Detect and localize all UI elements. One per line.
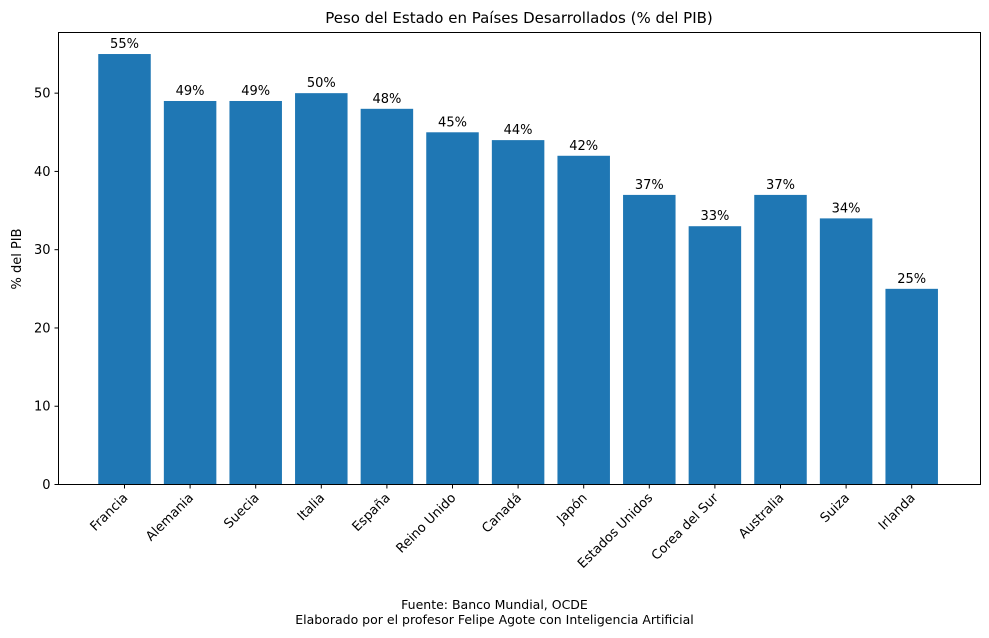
x-tick-label: Italia (295, 491, 328, 524)
x-tick-label: Canadá (479, 491, 525, 537)
y-axis-label: % del PIB (10, 228, 25, 289)
plot-frame (58, 32, 981, 485)
y-tick-label: 10 (34, 400, 51, 415)
x-tick-label: Reino Unido (394, 491, 460, 557)
data-label: 42% (569, 139, 598, 154)
footer: Fuente: Banco Mundial, OCDE Elaborado po… (0, 597, 989, 627)
y-tick-label: 40 (34, 165, 51, 180)
x-tick-label: España (350, 491, 394, 535)
data-label: 48% (372, 92, 401, 107)
plot-area: 0 10 20 30 40 50 55% Francia 49% Alemania 49% Sueci… (34, 37, 938, 572)
bar (623, 194, 676, 485)
x-tick-label: Suecia (221, 491, 262, 532)
bar (360, 108, 414, 485)
bar (426, 132, 479, 485)
bar (754, 194, 807, 485)
data-label: 37% (635, 178, 664, 193)
x-tick-label: Japón (554, 491, 591, 528)
y-tick-label: 0 (42, 478, 50, 493)
bar (819, 218, 873, 485)
x-tick-label: Australia (736, 491, 787, 542)
bar (491, 140, 545, 485)
chart-title: Peso del Estado en Países Desarrollados … (325, 9, 713, 27)
data-label: 44% (504, 123, 533, 138)
data-label: 34% (832, 201, 861, 216)
footer-source: Fuente: Banco Mundial, OCDE (401, 597, 588, 612)
x-tick-label: Corea del Sur (649, 490, 722, 563)
bar (557, 155, 610, 485)
x-tick-label: Alemania (143, 491, 197, 545)
y-tick-label: 50 (34, 87, 51, 102)
data-label: 55% (110, 37, 139, 52)
bar (98, 54, 151, 485)
x-tick-label: Irlanda (876, 491, 919, 534)
data-label: 49% (241, 84, 270, 99)
data-label: 49% (176, 84, 205, 99)
data-label: 37% (766, 178, 795, 193)
data-label: 25% (897, 272, 926, 287)
x-tick-label: Francia (88, 491, 132, 535)
data-label: 45% (438, 115, 467, 130)
bar (688, 226, 742, 485)
y-tick-label: 30 (34, 243, 51, 258)
data-label: 33% (700, 209, 729, 224)
x-tick-label: Suiza (818, 491, 853, 526)
bar (295, 93, 348, 485)
bar (163, 100, 217, 485)
y-tick-label: 20 (34, 321, 51, 336)
footer-credit: Elaborado por el profesor Felipe Agote c… (295, 612, 694, 627)
bar (885, 288, 938, 485)
data-label: 50% (307, 76, 336, 91)
bar (229, 100, 282, 485)
